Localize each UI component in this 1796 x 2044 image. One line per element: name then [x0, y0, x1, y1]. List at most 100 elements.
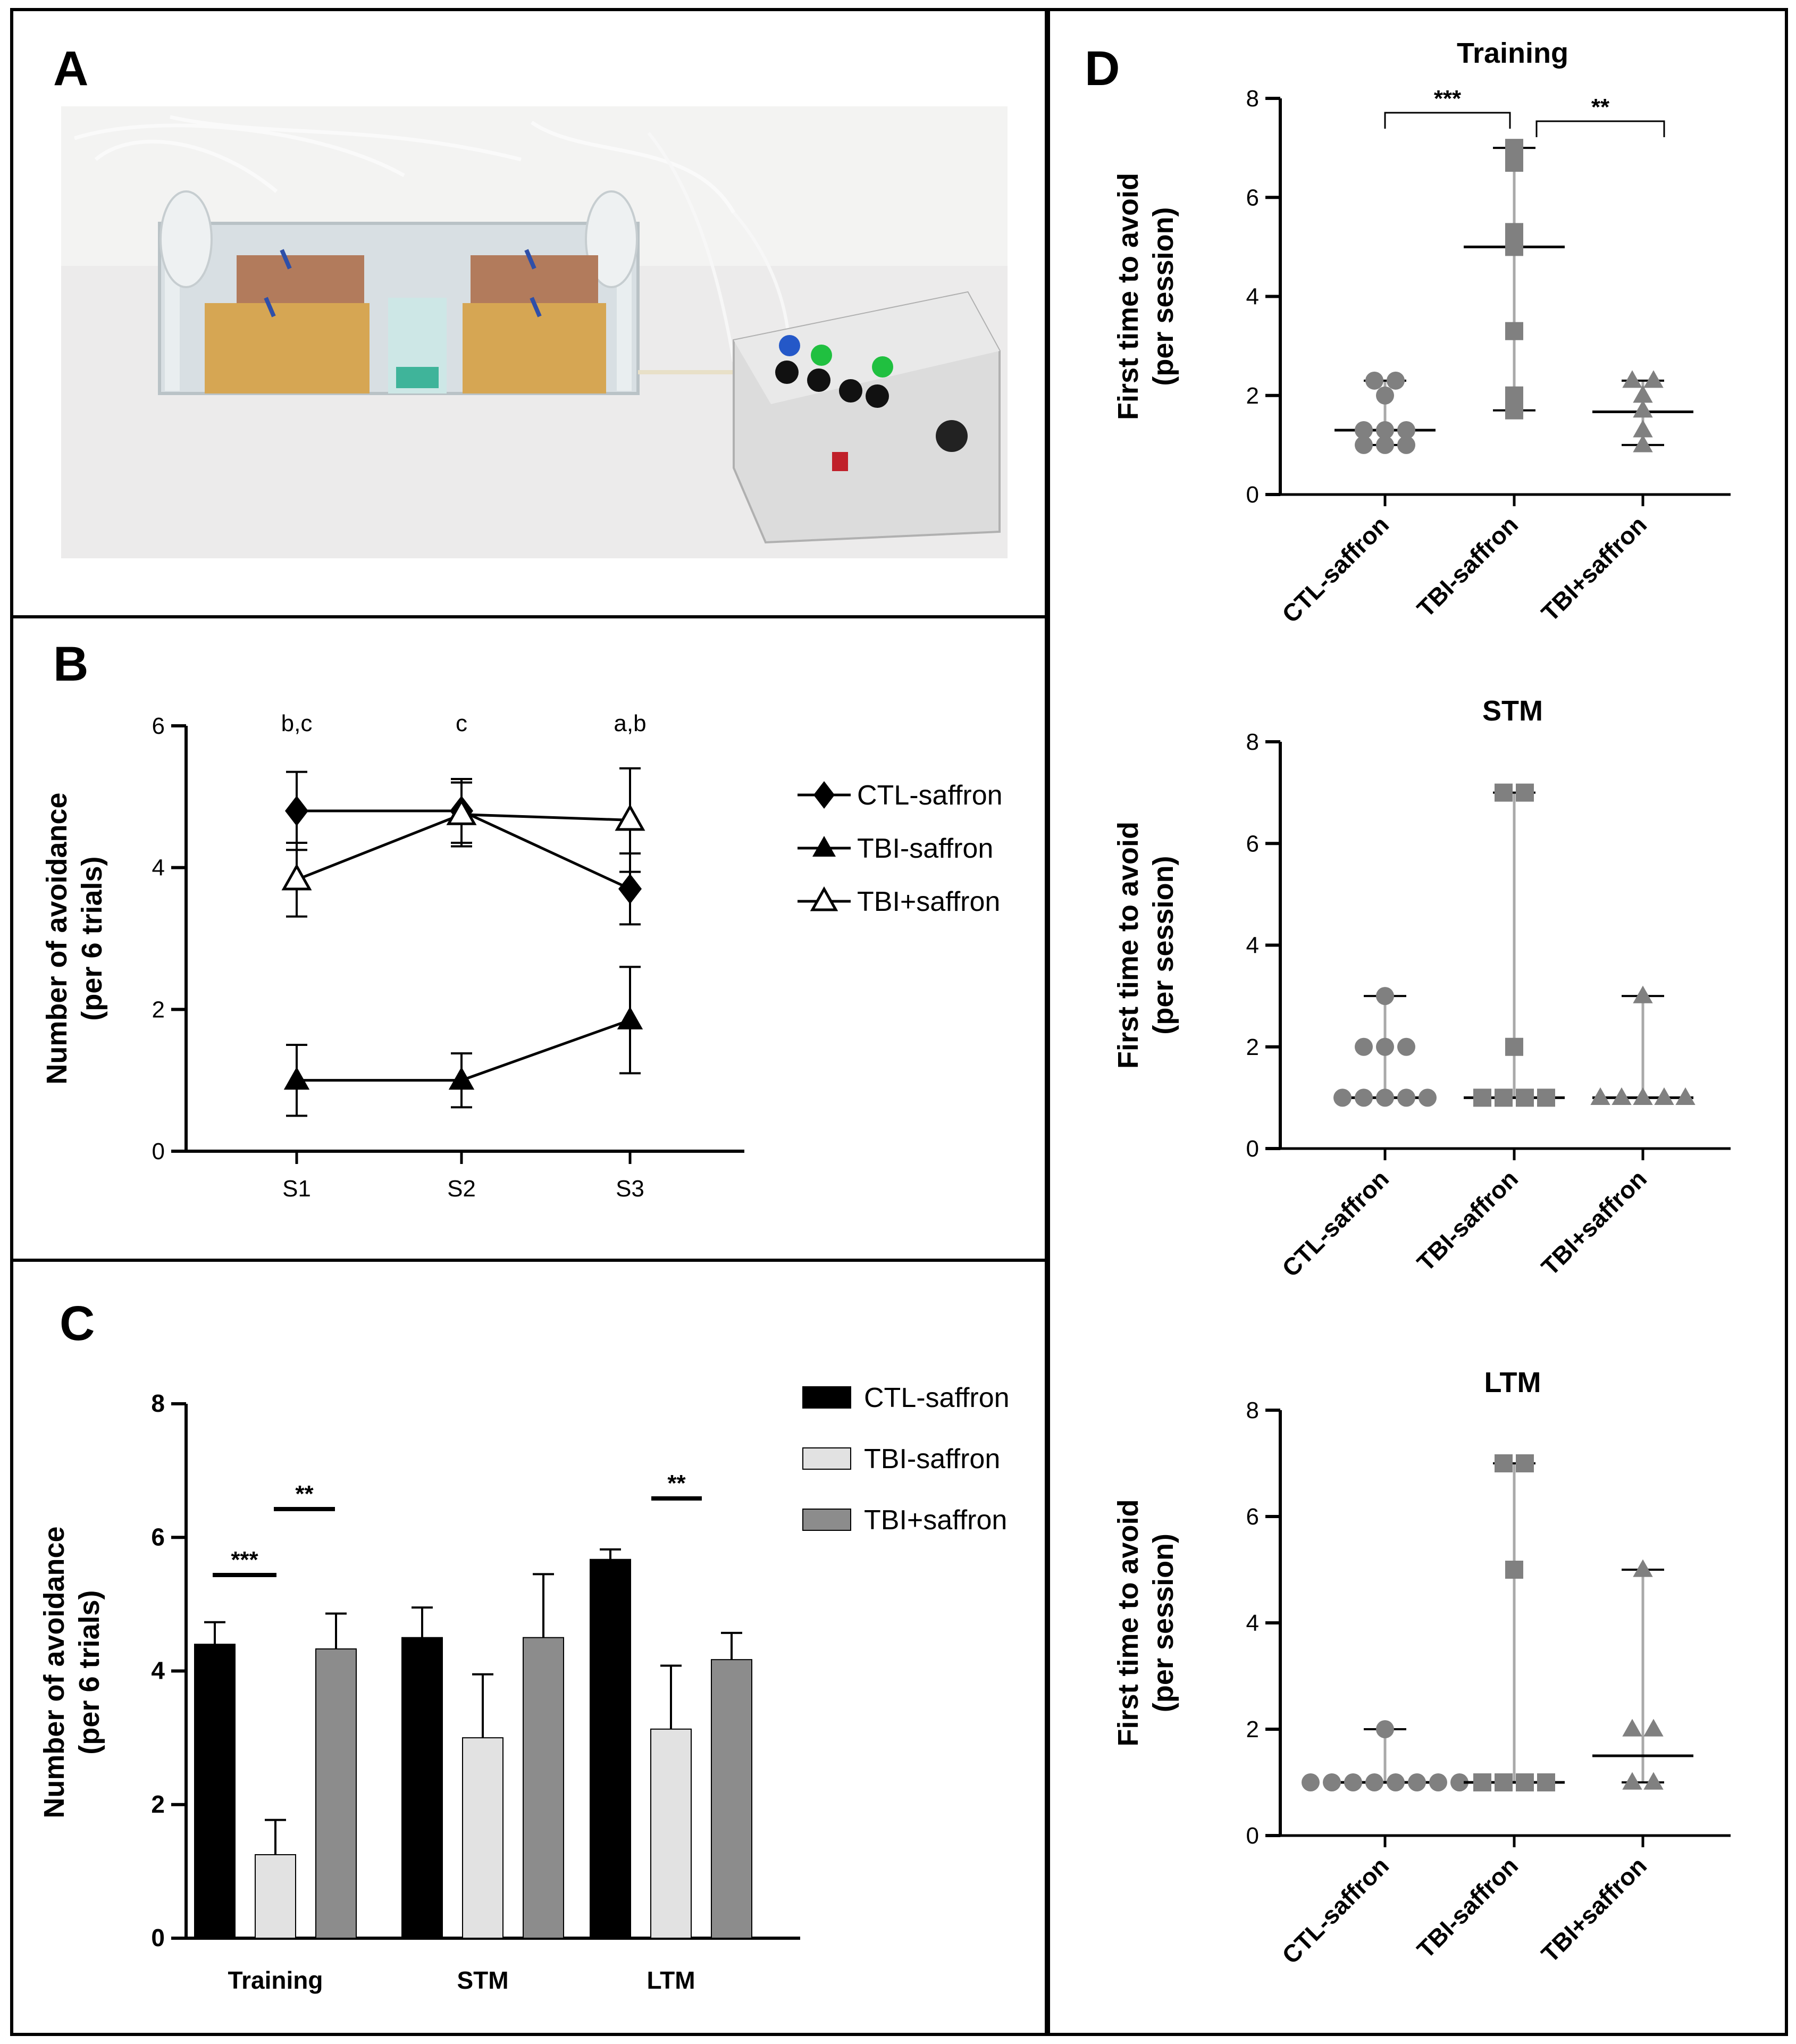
data-point [615, 803, 645, 831]
data-point [446, 798, 477, 825]
data-point [1505, 386, 1523, 405]
x-tick-label: TBI-saffron [1412, 1165, 1523, 1276]
data-point [618, 874, 642, 904]
data-point [1450, 1773, 1468, 1791]
y-tick-label: 4 [1246, 284, 1259, 310]
data-point [1590, 1087, 1610, 1105]
grid-floor-right [463, 303, 606, 393]
data-point [1505, 1561, 1523, 1579]
y-tick-label: 6 [152, 713, 165, 739]
data-point [1376, 1037, 1394, 1056]
legend-label: CTL-saffron [857, 780, 1003, 811]
data-point [1612, 1087, 1632, 1105]
x-tick-label: TBI+saffron [1536, 1165, 1652, 1280]
data-point [1376, 435, 1394, 454]
apparatus-photo [61, 106, 1008, 558]
data-point [285, 795, 308, 826]
legend-swatch [802, 1386, 851, 1409]
data-point [1376, 421, 1394, 439]
bar [255, 1854, 296, 1939]
data-point [1355, 1088, 1373, 1107]
data-point [1505, 223, 1523, 241]
y-tick-label: 6 [1246, 831, 1259, 857]
legend-label: TBI+saffron [864, 1505, 1007, 1536]
data-point [1397, 435, 1415, 454]
x-tick-label: CTL-saffron [1277, 1852, 1394, 1969]
data-point [1376, 1720, 1394, 1738]
data-point [1302, 1773, 1320, 1791]
data-point [1505, 322, 1523, 340]
significance-annotation: a,b [614, 710, 646, 736]
data-point [1408, 1773, 1426, 1791]
lamp-right [585, 190, 638, 288]
data-point [1495, 1773, 1513, 1791]
bar [650, 1728, 692, 1939]
y-tick-label: 4 [1246, 933, 1259, 959]
y-tick-label: 2 [1246, 1034, 1259, 1060]
y-axis-label: (per 6 trials) [73, 1590, 105, 1754]
data-point [1633, 400, 1653, 418]
data-point [1633, 420, 1653, 438]
data-point [1537, 1773, 1555, 1791]
x-tick-label: TBI+saffron [1536, 510, 1652, 626]
y-tick-label: 6 [151, 1523, 165, 1551]
y-tick-label: 0 [152, 1138, 165, 1165]
data-point [1387, 371, 1405, 390]
data-point [1387, 1773, 1405, 1791]
y-tick-label: 2 [151, 1790, 165, 1818]
data-point [1495, 783, 1513, 802]
y-tick-label: 8 [151, 1389, 165, 1417]
bar [315, 1648, 357, 1939]
data-point [1516, 1454, 1534, 1472]
y-tick-label: 8 [1246, 729, 1259, 755]
x-tick-label: S2 [447, 1176, 476, 1202]
significance-annotation: b,c [281, 710, 313, 736]
y-tick-label: 4 [152, 855, 165, 881]
panel-label-a: A [53, 41, 88, 96]
panel-label-d: D [1085, 41, 1120, 96]
data-point [1495, 1454, 1513, 1472]
y-tick-label: 2 [152, 996, 165, 1023]
y-tick-label: 2 [1246, 1716, 1259, 1743]
legend-marker [813, 781, 835, 809]
data-point [1397, 1088, 1415, 1107]
bar [711, 1659, 752, 1939]
y-axis-label: (per session) [1147, 856, 1179, 1034]
significance-label: *** [231, 1547, 258, 1573]
chart-title: Training [1457, 37, 1568, 69]
y-tick-label: 0 [1246, 1136, 1259, 1162]
data-point [1675, 1087, 1696, 1105]
y-axis-label: (per session) [1147, 207, 1179, 386]
data-point [1397, 421, 1415, 439]
data-point [1323, 1773, 1341, 1791]
data-point [1365, 371, 1383, 390]
data-point [1376, 987, 1394, 1006]
panel-c-frame [10, 1259, 1048, 2036]
data-point [281, 863, 312, 891]
significance-label: ** [1591, 94, 1610, 120]
bar [462, 1737, 503, 1939]
y-tick-label: 4 [1246, 1610, 1259, 1636]
chart-d-stm: 0 2 4 6 8 STM First time to avoid (per session)… [1112, 695, 1731, 1282]
bar [401, 1637, 443, 1939]
significance-bracket [1535, 120, 1665, 137]
data-point [1473, 1088, 1491, 1107]
data-point [1633, 434, 1653, 453]
chart-d-training: 0 2 4 6 8 Training First time to avoid (per ses… [1112, 37, 1731, 628]
y-tick-label: 0 [1246, 1823, 1259, 1849]
chart-d-ltm: 0 2 4 6 8 LTM First time to avoid (per session)… [1112, 1367, 1731, 1969]
y-tick-label: 0 [1246, 482, 1259, 508]
data-point [1376, 1088, 1394, 1107]
data-point [1633, 1559, 1653, 1577]
y-axis-label: First time to avoid [1112, 822, 1144, 1069]
legend-swatch [802, 1509, 851, 1531]
data-point [1622, 370, 1642, 388]
data-point [1643, 1719, 1664, 1737]
y-axis-label: Number of avoidance [41, 792, 73, 1084]
chart-title: LTM [1484, 1367, 1541, 1398]
y-tick-label: 0 [151, 1924, 165, 1951]
chart-c-avoidance-bars: 0 2 4 6 8 Number of avoidance (per 6 trials) Tr… [38, 1383, 1010, 1994]
legend-marker [812, 836, 836, 857]
panel-label-c: C [60, 1296, 95, 1351]
